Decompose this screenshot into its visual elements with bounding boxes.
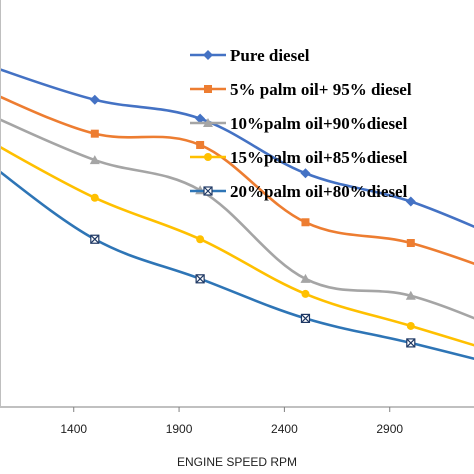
data-point — [196, 235, 205, 244]
data-point — [90, 193, 99, 202]
series-2 — [0, 95, 474, 265]
data-point — [301, 218, 310, 227]
legend-entry-5: 20%palm oil+80%diesel — [190, 182, 408, 201]
data-point — [195, 274, 205, 284]
series-line — [0, 118, 474, 320]
legend-entry-1: Pure diesel — [190, 46, 310, 65]
x-tick-label: 2400 — [271, 422, 298, 436]
data-point — [90, 234, 100, 244]
data-point — [89, 94, 100, 105]
legend-label: 15%palm oil+85%diesel — [230, 148, 408, 167]
legend-entry-2: 5% palm oil+ 95% diesel — [190, 80, 412, 99]
legend: Pure diesel 5% palm oil+ 95% diesel 10%pal… — [190, 46, 412, 201]
legend-marker — [204, 85, 212, 93]
data-point — [196, 140, 205, 149]
x-axis: 1400 1900 2400 2900 — [0, 0, 474, 436]
legend-marker — [203, 118, 213, 127]
x-tick-label: 1900 — [166, 422, 193, 436]
series-line — [0, 145, 474, 347]
series-5 — [0, 170, 474, 360]
series-1 — [0, 67, 474, 229]
data-point — [89, 155, 100, 165]
legend-label: 5% palm oil+ 95% diesel — [230, 80, 412, 99]
series-group — [0, 67, 474, 360]
data-point — [406, 239, 415, 248]
series-4 — [0, 145, 474, 347]
data-point — [405, 290, 416, 300]
plot-area — [0, 67, 474, 360]
legend-entry-3: 10%palm oil+90%diesel — [190, 114, 408, 133]
data-point — [405, 196, 416, 207]
legend-marker — [203, 186, 213, 196]
series-line — [0, 67, 474, 229]
data-point — [300, 273, 311, 283]
data-point — [406, 321, 415, 330]
data-point — [406, 338, 416, 348]
legend-label: 10%palm oil+90%diesel — [230, 114, 408, 133]
data-point — [300, 313, 311, 324]
legend-marker — [203, 50, 213, 60]
data-point — [301, 289, 310, 298]
legend-entry-4: 15%palm oil+85%diesel — [190, 148, 408, 167]
legend-marker — [204, 153, 212, 161]
series-line — [0, 170, 474, 360]
legend-label: Pure diesel — [230, 46, 310, 65]
data-point — [195, 113, 206, 124]
data-point — [90, 129, 99, 138]
data-point — [300, 168, 311, 179]
x-tick-label: 1400 — [60, 422, 87, 436]
x-axis-title: ENGINE SPEED RPM — [177, 455, 297, 469]
legend-label: 20%palm oil+80%diesel — [230, 182, 408, 201]
series-line — [0, 95, 474, 265]
x-tick-label: 2900 — [376, 422, 403, 436]
